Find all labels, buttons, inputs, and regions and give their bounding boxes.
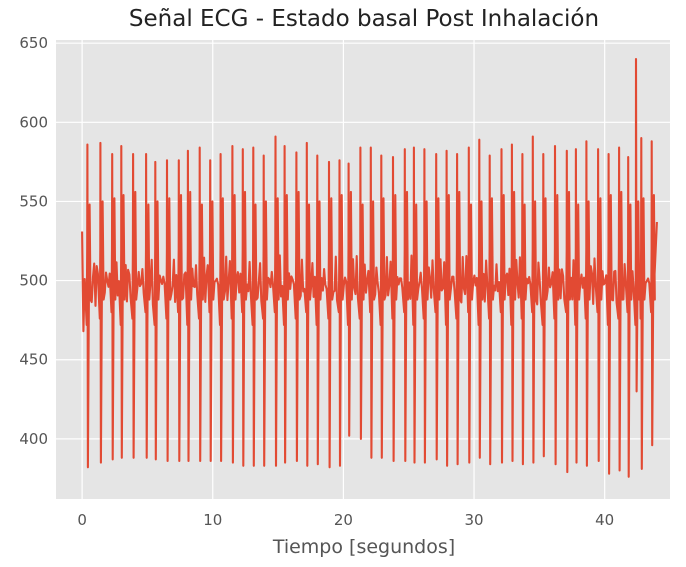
- x-tick-labels: 0 10 20 30 40: [77, 511, 614, 529]
- x-tick-label: 30: [464, 511, 483, 529]
- y-tick-label: 400: [19, 430, 48, 448]
- chart-title: Señal ECG - Estado basal Post Inhalación: [129, 6, 599, 32]
- y-tick-label: 650: [19, 34, 48, 52]
- y-tick-labels: 400 450 500 550 600 650: [19, 34, 48, 448]
- y-tick-label: 550: [19, 192, 48, 210]
- x-axis-label: Tiempo [segundos]: [272, 536, 455, 558]
- x-tick-label: 0: [77, 511, 87, 529]
- x-tick-label: 20: [334, 511, 353, 529]
- y-tick-label: 450: [19, 351, 48, 369]
- x-tick-label: 40: [595, 511, 614, 529]
- series-layer: [81, 57, 658, 478]
- ecg-series-line: [81, 57, 658, 478]
- y-tick-label: 600: [19, 113, 48, 131]
- x-tick-label: 10: [203, 511, 222, 529]
- y-tick-label: 500: [19, 272, 48, 290]
